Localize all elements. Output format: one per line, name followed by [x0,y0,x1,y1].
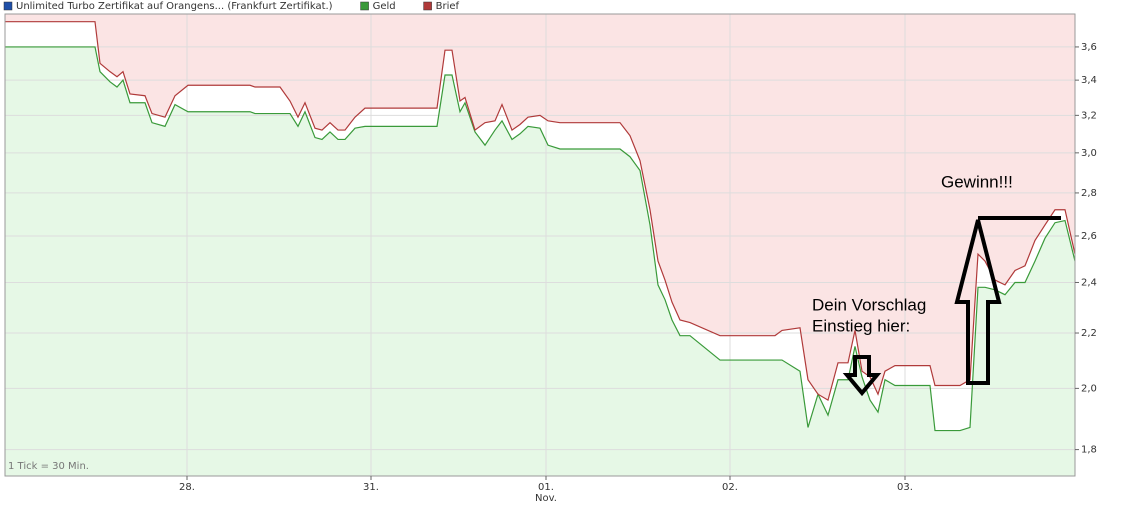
legend-swatch [360,1,369,11]
legend-label: Geld [373,1,396,12]
legend-swatch [423,1,432,11]
month-label: Nov. [535,493,557,504]
legend-label: Unlimited Turbo Zertifikat auf Orangens.… [16,1,333,12]
y-tick-label: 3,2 [1081,110,1097,121]
x-tick-label: 02. [722,482,738,493]
legend-swatch [3,1,13,11]
plot-frame [4,13,1076,477]
y-tick-label: 3,0 [1081,148,1097,159]
y-tick-label: 2,2 [1081,328,1097,339]
up-arrow [954,219,1002,385]
y-tick-label: 2,4 [1081,277,1097,288]
y-tick-label: 2,8 [1081,188,1097,199]
legend-label: Brief [436,1,460,12]
y-tick-label: 1,8 [1081,445,1097,456]
y-tick-label: 3,4 [1081,75,1097,86]
down-arrow [842,355,882,397]
y-tick-label: 3,6 [1081,42,1097,53]
x-tick-label: 28. [179,482,195,493]
series-line [5,46,1076,432]
plot-area [4,13,1076,477]
x-tick-label: 03. [897,482,913,493]
annotation: Gewinn!!! [941,172,1013,191]
x-tick-label: 01. [538,482,554,493]
legend: Unlimited Turbo Zertifikat auf Orangens.… [3,1,460,12]
tick-note: 1 Tick = 30 Min. [8,461,89,472]
lower-fill [5,46,1075,477]
x-tick-label: 31. [363,482,379,493]
series-line [5,21,1076,402]
y-tick-label: 2,6 [1081,231,1097,242]
annotation: Dein Vorschlag [812,295,926,314]
y-tick-label: 2,0 [1081,383,1097,394]
upper-fill [5,14,1075,401]
annotation: Einstieg hier: [812,316,910,335]
